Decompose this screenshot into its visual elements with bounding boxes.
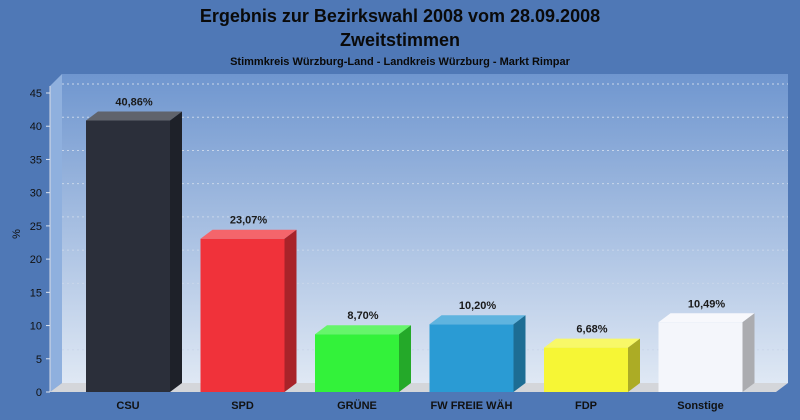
category-label: CSU	[116, 400, 139, 412]
chart-title-line2: Zweitstimmen	[340, 30, 460, 50]
data-labels: 40,86% 23,07% 8,70% 10,20% 6,68% 10,49%	[115, 97, 725, 336]
category-label: GRÜNE	[337, 399, 377, 412]
y-tick-label: 45	[30, 88, 42, 100]
bar-top	[86, 111, 182, 121]
bar-front	[315, 334, 399, 392]
bar	[544, 338, 640, 392]
y-tick-label: 0	[36, 387, 42, 399]
data-label: 23,07%	[230, 215, 268, 227]
bar-front	[200, 238, 285, 392]
y-tick-label: 20	[30, 254, 42, 266]
category-label: Sonstige	[677, 400, 723, 412]
bar-side	[628, 338, 640, 392]
chart-title: Ergebnis zur Bezirkswahl 2008 vom 28.09.…	[200, 6, 600, 26]
category-label: FDP	[575, 400, 597, 412]
bar	[658, 313, 755, 392]
bar-top	[315, 325, 411, 335]
data-label: 40,86%	[115, 97, 153, 109]
bar-side	[170, 111, 182, 393]
bar-top	[200, 229, 297, 239]
y-tick-label: 35	[30, 154, 42, 166]
y-axis-label: %	[11, 229, 23, 239]
bars	[86, 111, 755, 393]
category-label: SPD	[231, 400, 254, 412]
bar	[315, 325, 411, 392]
bar-side	[742, 313, 755, 392]
category-labels: CSU SPD GRÜNE FW FREIE WÄH FDP Sonstige	[116, 399, 723, 412]
y-tick-label: 30	[30, 188, 42, 200]
chart-subtitle: Stimmkreis Würzburg-Land - Landkreis Wür…	[230, 56, 571, 68]
bar	[200, 229, 297, 392]
bar-top	[544, 338, 640, 348]
bar	[86, 111, 182, 393]
y-axis-ticks: 0 5 10 15 20 25 30 35 40 45	[30, 88, 50, 399]
y-tick-label: 15	[30, 287, 42, 299]
bar-top	[429, 315, 526, 325]
bar-front	[544, 347, 628, 392]
data-label: 10,20%	[459, 300, 497, 312]
data-label: 6,68%	[576, 324, 607, 336]
bar	[429, 315, 526, 392]
bar-top	[658, 313, 755, 323]
data-label: 10,49%	[688, 298, 726, 310]
bar-side	[284, 229, 297, 392]
bar-side	[399, 325, 411, 392]
plot-left-wall	[50, 74, 62, 392]
bar-front	[86, 120, 170, 393]
y-tick-label: 10	[30, 321, 42, 333]
y-tick-label: 25	[30, 221, 42, 233]
category-label: FW FREIE WÄH	[431, 399, 513, 412]
bar-front	[658, 322, 743, 392]
bar-side	[513, 315, 526, 392]
y-tick-label: 40	[30, 121, 42, 133]
bar-front	[429, 324, 514, 392]
y-tick-label: 5	[36, 354, 42, 366]
data-label: 8,70%	[347, 310, 378, 322]
